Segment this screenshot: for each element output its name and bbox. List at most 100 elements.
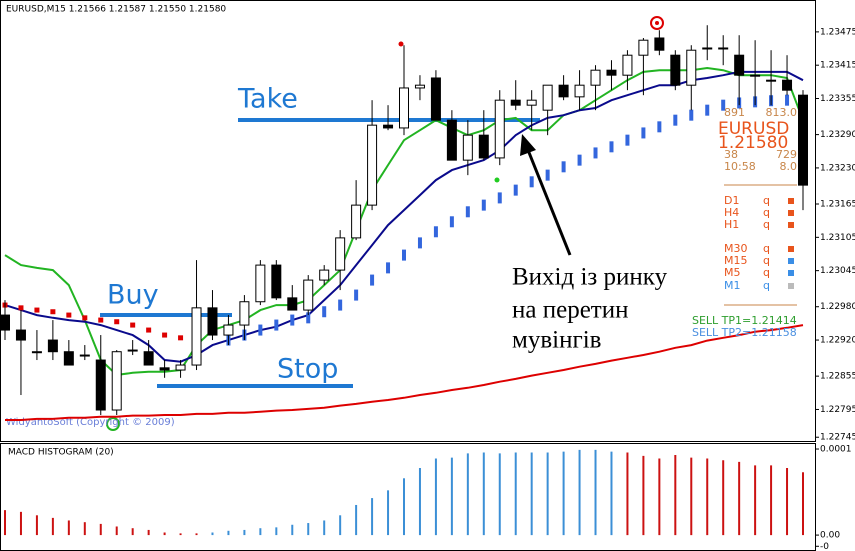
- arrow-head: [520, 134, 536, 156]
- indicator-dot: [689, 109, 694, 121]
- candle-body: [127, 349, 138, 352]
- candle-body: [734, 54, 745, 76]
- signal-square: [788, 246, 794, 252]
- candle-body: [606, 69, 617, 76]
- indicator-dot: [18, 305, 24, 311]
- indicator-dot: [657, 121, 662, 133]
- indicator-dot: [98, 317, 104, 323]
- indicator-dot: [258, 324, 263, 336]
- candle-body: [446, 119, 457, 161]
- candle-body: [159, 367, 170, 371]
- target: SELL TP2=1.21158: [692, 326, 797, 339]
- moving-average: [5, 324, 804, 421]
- indicator-dot: [274, 319, 279, 331]
- y-tick-label: 1.23105: [820, 233, 855, 243]
- indicator-dot: [66, 312, 72, 318]
- signal-square: [788, 210, 794, 216]
- timeframe: M15: [724, 254, 748, 267]
- y-tick-label: 1.23415: [820, 61, 855, 71]
- annotation: Вихід із ринку: [512, 264, 668, 291]
- indicator-dot: [433, 226, 438, 238]
- candle-body: [462, 134, 473, 161]
- timeframe-flag: q: [763, 254, 770, 267]
- y-tick-label: 1.22920: [820, 336, 855, 346]
- indicator-dot: [609, 141, 614, 153]
- indicator-dot: [322, 306, 327, 318]
- annotation: мувінгів: [512, 327, 601, 354]
- timeframe: H1: [724, 218, 739, 231]
- indicator-dot: [545, 169, 550, 181]
- candle-body: [654, 37, 665, 51]
- candle-body: [638, 39, 649, 56]
- signal-square: [788, 270, 794, 276]
- candle-body: [574, 84, 585, 98]
- y-tick-label: 1.22980: [820, 302, 855, 312]
- indicator-dot: [673, 114, 678, 126]
- stat-value: 38: [724, 148, 738, 161]
- annotation: на перетин: [512, 297, 628, 324]
- indicator-dot: [561, 161, 566, 173]
- y-tick-label: 1.22855: [820, 372, 855, 382]
- indicator-dot: [641, 127, 646, 139]
- candle-body: [766, 79, 777, 82]
- candle-body: [31, 351, 42, 354]
- signal-dot: [398, 41, 404, 47]
- indicator-dot: [34, 307, 40, 313]
- stat-value: 891: [724, 106, 745, 119]
- candle-body: [223, 324, 234, 336]
- candle-body: [79, 354, 90, 357]
- target: SELL TP1=1.21414: [692, 314, 797, 327]
- candle-body: [271, 264, 282, 299]
- indicator-dot: [114, 319, 120, 325]
- timeframe-flag: q: [763, 218, 770, 231]
- candle-body: [319, 269, 330, 281]
- stat-value: 8.0: [780, 160, 798, 173]
- timeframe: M5: [724, 266, 741, 279]
- indicator-dot: [178, 335, 184, 341]
- candle-body: [95, 359, 106, 411]
- timeframe: D1: [724, 194, 739, 207]
- timeframe: H4: [724, 206, 739, 219]
- stat-value: 813.0: [766, 106, 798, 119]
- candle-body: [47, 339, 58, 353]
- candle-body: [143, 351, 154, 366]
- y-tick-label: 1.23475: [820, 27, 855, 37]
- candle-body: [367, 124, 378, 206]
- signal-square: [788, 258, 794, 264]
- timeframe-flag: q: [763, 279, 770, 292]
- y-tick-label: 1.23045: [820, 266, 855, 276]
- macd-title: MACD HISTOGRAM (20): [8, 448, 114, 458]
- candle-body: [303, 279, 314, 311]
- candle-body: [510, 99, 521, 106]
- annotation: Buy: [107, 280, 159, 311]
- candle-body: [191, 307, 202, 366]
- candle-body: [670, 54, 681, 86]
- indicator-dot: [625, 134, 630, 146]
- candle-body: [335, 237, 346, 271]
- indicator-dot: [465, 206, 470, 218]
- candle-body: [0, 314, 10, 331]
- candle-body: [478, 134, 489, 159]
- candle-body: [622, 54, 633, 76]
- indicator-dot: [50, 309, 56, 315]
- y-tick-label: 1.23355: [820, 94, 855, 104]
- timeframe: M1: [724, 279, 741, 292]
- y-tick-label: 1.22745: [820, 433, 855, 443]
- indicator-dot: [721, 99, 726, 111]
- indicator-dot: [386, 262, 391, 274]
- y-tick-label: 0.00: [820, 531, 840, 541]
- indicator-dot: [354, 289, 359, 301]
- indicator-dot: [593, 147, 598, 159]
- candle-body: [287, 297, 298, 311]
- signal-square: [788, 198, 794, 204]
- indicator-dot: [481, 199, 486, 211]
- symbol: EURUSD: [718, 119, 789, 139]
- candle-body: [430, 77, 441, 121]
- stat-value: 729: [776, 148, 797, 161]
- timeframe: M30: [724, 242, 748, 255]
- candle-body: [590, 69, 601, 86]
- indicator-dot: [306, 312, 311, 324]
- candle-body: [383, 124, 394, 129]
- indicator-dot: [82, 315, 88, 321]
